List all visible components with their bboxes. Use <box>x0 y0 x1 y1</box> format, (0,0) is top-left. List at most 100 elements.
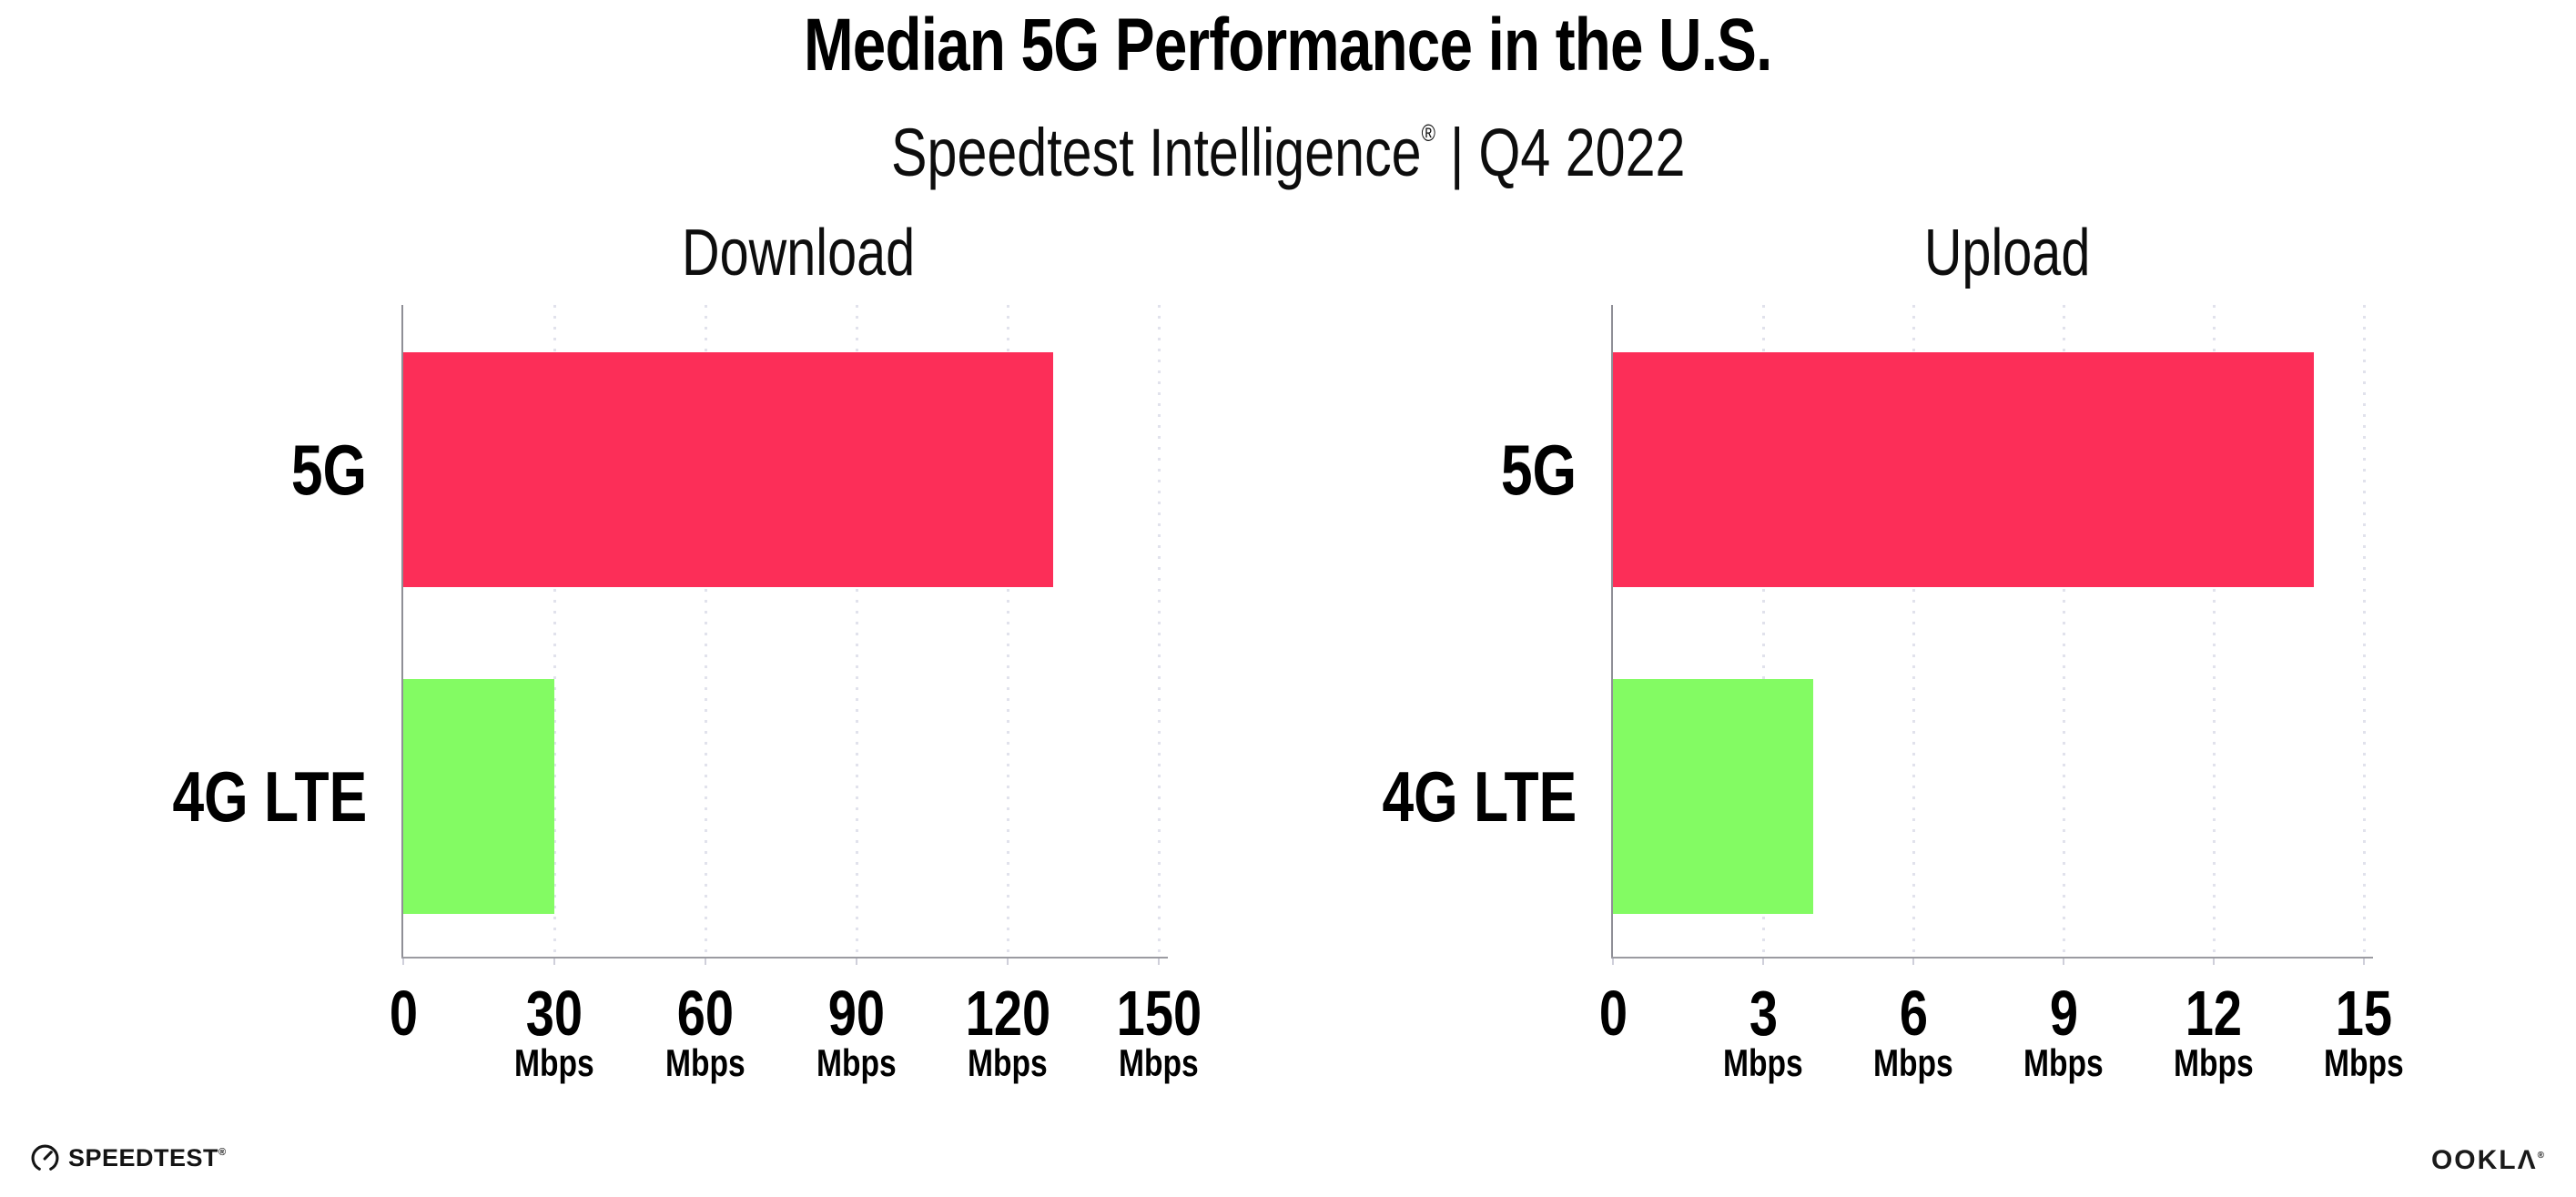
category-label-text: 4G LTE <box>172 756 367 837</box>
axis-tickmark-3 <box>1762 959 1764 965</box>
axis-tickmark-90 <box>856 959 857 965</box>
x-tick-value: 6 <box>1899 978 1928 1049</box>
x-tick-unit-15: Mbps <box>2273 1043 2455 1083</box>
gridline-6 <box>1912 305 1915 959</box>
x-tick-label-150: 150 <box>1068 981 1250 1045</box>
axis-tickmark-30 <box>553 959 555 965</box>
axis-tickmark-6 <box>1912 959 1914 965</box>
gridline-30 <box>553 305 556 959</box>
chart-title-upload: Upload <box>1689 218 2326 288</box>
speedtest-logo: SPEEDTEST® <box>30 1143 226 1173</box>
x-tick-unit-text: Mbps <box>2023 1041 2104 1084</box>
x-tick-value: 12 <box>2185 978 2243 1049</box>
x-tick-value: 120 <box>965 978 1050 1049</box>
category-label-5g-upload: 5G <box>1194 434 1577 505</box>
axis-tickmark-60 <box>705 959 706 965</box>
x-tick-unit-text: Mbps <box>816 1041 897 1084</box>
x-tick-value: 60 <box>676 978 735 1049</box>
x-tick-unit-60: Mbps <box>614 1043 796 1083</box>
x-tick-value: 30 <box>525 978 583 1049</box>
x-tick-unit-6: Mbps <box>1822 1043 2004 1083</box>
x-tick-unit-text: Mbps <box>2324 1041 2404 1084</box>
gridline-15 <box>2363 305 2366 959</box>
page-subtitle: Speedtest Intelligence® | Q4 2022 <box>0 95 2576 191</box>
x-tick-label-6: 6 <box>1822 981 2004 1045</box>
chart-title-text: Upload <box>1923 217 2091 289</box>
x-tick-unit-12: Mbps <box>2123 1043 2305 1083</box>
x-tick-label-9: 9 <box>1973 981 2155 1045</box>
x-tick-label-90: 90 <box>766 981 948 1045</box>
x-tick-label-60: 60 <box>614 981 796 1045</box>
category-label-text: 4G LTE <box>1382 756 1577 837</box>
chart-title-download: Download <box>480 218 1117 288</box>
category-label-4g-lte-download: 4G LTE <box>0 761 367 832</box>
gridline-90 <box>856 305 858 959</box>
x-tick-unit-text: Mbps <box>1119 1041 1199 1084</box>
x-tick-label-0: 0 <box>312 981 494 1045</box>
x-tick-value: 150 <box>1116 978 1202 1049</box>
x-tick-value: 9 <box>2049 978 2078 1049</box>
x-tick-unit-30: Mbps <box>463 1043 645 1083</box>
x-tick-unit-3: Mbps <box>1672 1043 1854 1083</box>
chart-title-text: Download <box>681 217 916 289</box>
x-tick-unit-text: Mbps <box>1723 1041 1803 1084</box>
x-tick-unit-90: Mbps <box>766 1043 948 1083</box>
x-tick-unit-text: Mbps <box>514 1041 594 1084</box>
gridline-9 <box>2063 305 2065 959</box>
x-tick-label-120: 120 <box>917 981 1099 1045</box>
axis-tickmark-12 <box>2213 959 2215 965</box>
x-tick-unit-text: Mbps <box>2174 1041 2254 1084</box>
gridline-12 <box>2213 305 2216 959</box>
x-axis-download <box>401 957 1168 959</box>
gridline-150 <box>1158 305 1161 959</box>
x-tick-label-3: 3 <box>1672 981 1854 1045</box>
category-label-5g-download: 5G <box>0 434 367 505</box>
bar-4g-lte-download <box>403 679 554 914</box>
x-tick-label-30: 30 <box>463 981 645 1045</box>
x-tick-label-0: 0 <box>1522 981 1704 1045</box>
registered-mark: ® <box>2537 1151 2544 1161</box>
bar-4g-lte-upload <box>1613 679 1813 914</box>
category-label-4g-lte-upload: 4G LTE <box>1194 761 1577 832</box>
subtitle-product: Speedtest Intelligence <box>890 115 1422 190</box>
axis-tickmark-9 <box>2063 959 2064 965</box>
y-axis-download <box>401 305 403 959</box>
axis-tickmark-0 <box>1612 959 1614 965</box>
registered-mark: ® <box>1421 119 1435 147</box>
x-tick-unit-120: Mbps <box>917 1043 1099 1083</box>
x-tick-value: 0 <box>389 978 418 1049</box>
gridline-3 <box>1762 305 1765 959</box>
category-label-text: 5G <box>1500 430 1577 510</box>
axis-tickmark-150 <box>1158 959 1160 965</box>
x-tick-unit-text: Mbps <box>665 1041 745 1084</box>
y-axis-upload <box>1611 305 1613 959</box>
x-tick-unit-text: Mbps <box>968 1041 1048 1084</box>
speedtest-wordmark: SPEEDTEST® <box>68 1144 227 1172</box>
bar-5g-download <box>403 352 1053 587</box>
category-label-text: 5G <box>290 430 367 510</box>
page-title: Median 5G Performance in the U.S. <box>0 5 2576 86</box>
x-tick-value: 3 <box>1749 978 1778 1049</box>
speedtest-gauge-icon <box>31 1144 59 1171</box>
x-tick-value: 90 <box>827 978 886 1049</box>
axis-tickmark-15 <box>2363 959 2365 965</box>
axis-tickmark-0 <box>402 959 404 965</box>
bar-5g-upload <box>1613 352 2314 587</box>
x-tick-unit-150: Mbps <box>1068 1043 1250 1083</box>
x-tick-unit-text: Mbps <box>1873 1041 1953 1084</box>
page-title-text: Median 5G Performance in the U.S. <box>804 4 1772 86</box>
x-tick-label-15: 15 <box>2273 981 2455 1045</box>
x-axis-upload <box>1611 957 2373 959</box>
gridline-120 <box>1007 305 1009 959</box>
subtitle-period: Q4 2022 <box>1478 115 1686 190</box>
ookla-logo: OOKLΛ® <box>2430 1145 2544 1175</box>
registered-mark: ® <box>218 1147 227 1158</box>
subtitle-separator: | <box>1449 115 1465 190</box>
x-tick-unit-9: Mbps <box>1973 1043 2155 1083</box>
gridline-60 <box>705 305 707 959</box>
axis-tickmark-120 <box>1007 959 1009 965</box>
x-tick-value: 15 <box>2335 978 2393 1049</box>
x-tick-label-12: 12 <box>2123 981 2305 1045</box>
x-tick-value: 0 <box>1598 978 1628 1049</box>
